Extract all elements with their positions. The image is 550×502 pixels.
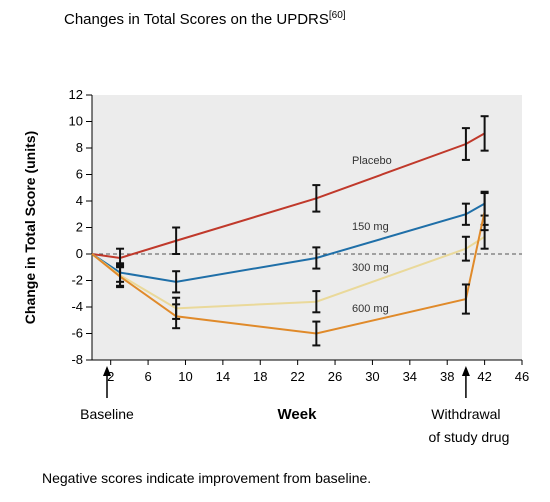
series-label-placebo: Placebo (352, 155, 392, 167)
x-tick-label: 46 (515, 369, 529, 384)
x-tick-label: 38 (440, 369, 454, 384)
chart-footnote: Negative scores indicate improvement fro… (42, 470, 372, 486)
error-bar-300-mg (312, 290, 321, 314)
error-bar-placebo (312, 184, 321, 213)
series-label-150-mg: 150 mg (352, 221, 389, 233)
x-tick-label: 2 (107, 369, 114, 384)
error-bar-placebo (172, 226, 181, 255)
error-bar-placebo (461, 127, 470, 161)
series-label-300-mg: 300 mg (352, 262, 389, 274)
plot-area (92, 95, 522, 360)
error-bar-placebo (480, 115, 489, 152)
y-tick-label: 8 (76, 140, 83, 155)
y-tick-label: 2 (76, 220, 83, 235)
y-tick-label: -2 (71, 273, 83, 288)
error-bar-600-mg (461, 283, 470, 315)
series-line-150-mg (91, 202, 486, 283)
error-bar-150-mg (312, 246, 321, 270)
y-tick-label: -8 (71, 352, 83, 367)
chart-title: Changes in Total Scores on the UPDRS[60] (64, 10, 346, 28)
y-tick-label: 0 (76, 246, 83, 261)
y-axis-label: Change in Total Score (units) (22, 131, 38, 324)
x-tick-label: 42 (477, 369, 491, 384)
error-bar-150-mg (172, 270, 181, 294)
x-tick-label: 26 (328, 369, 342, 384)
error-bar-150-mg (461, 202, 470, 226)
x-tick-label: 6 (144, 369, 151, 384)
x-tick-label: 34 (403, 369, 417, 384)
series-line-placebo (91, 132, 486, 259)
y-tick-label: -4 (71, 299, 83, 314)
error-bar-600-mg (172, 303, 181, 330)
error-bar-600-mg (116, 264, 125, 289)
series-label-600-mg: 600 mg (352, 303, 389, 315)
x-tick-label: 10 (178, 369, 192, 384)
baseline-annotation-arrowhead (103, 366, 111, 376)
x-tick-label: 14 (216, 369, 230, 384)
title-reference: [60] (328, 10, 346, 21)
withdrawal-annotation-arrowhead (461, 366, 470, 376)
withdrawal-annotation-label-line2: of study drug (428, 429, 509, 445)
error-bar-600-mg (480, 192, 489, 232)
y-tick-label: 6 (76, 167, 83, 182)
x-axis-label: Week (278, 406, 318, 423)
y-tick-label: 12 (69, 87, 83, 102)
x-tick-label: 18 (253, 369, 267, 384)
error-bar-600-mg (312, 320, 321, 347)
y-tick-label: -6 (71, 326, 83, 341)
x-tick-label: 22 (290, 369, 304, 384)
y-tick-label: 10 (69, 114, 83, 129)
y-tick-label: 4 (76, 193, 83, 208)
withdrawal-annotation-label: Withdrawal (431, 406, 500, 422)
x-tick-label: 30 (365, 369, 379, 384)
baseline-annotation-label: Baseline (80, 406, 134, 422)
error-bar-300-mg (461, 235, 470, 262)
